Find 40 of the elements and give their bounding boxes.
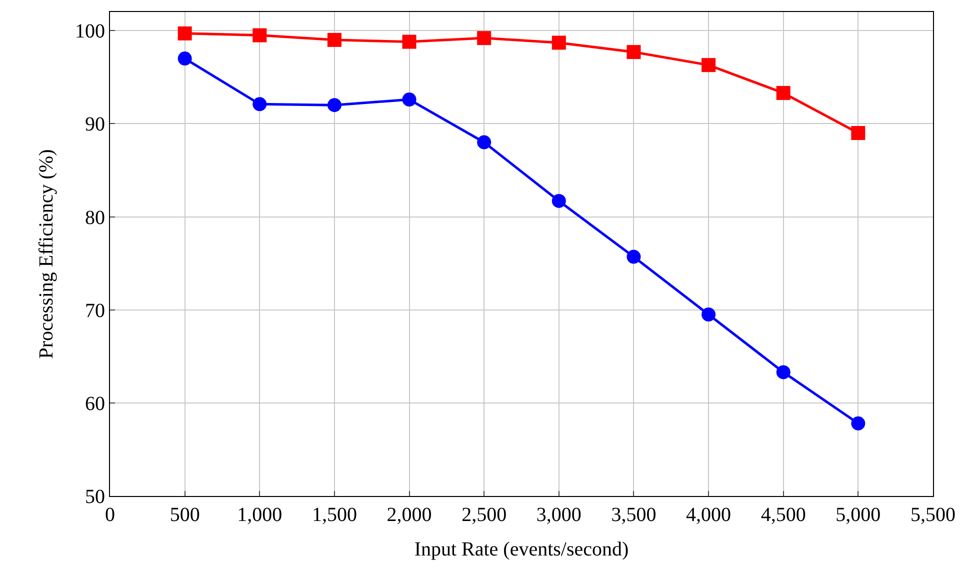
point <box>402 92 416 106</box>
x-tick-label: 2,500 <box>462 504 507 526</box>
x-tick-label: 4,000 <box>686 504 732 526</box>
point <box>851 416 866 430</box>
point <box>626 250 641 264</box>
x-tick-label: 3,500 <box>611 504 656 526</box>
x-tick-label: 1,500 <box>312 504 357 526</box>
x-tick-label: 500 <box>170 504 200 526</box>
y-tick-label: 50 <box>85 486 105 508</box>
point <box>402 34 416 49</box>
y-tick-label: 70 <box>85 300 105 322</box>
point <box>626 45 641 60</box>
y-tick-label: 60 <box>85 392 105 415</box>
x-tick-label: 2,000 <box>386 504 432 526</box>
point <box>851 126 866 140</box>
point <box>178 52 192 66</box>
y-tick-label: 100 <box>75 20 105 43</box>
point <box>702 58 716 72</box>
y-axis-title: Processing Efficiency (%) <box>36 149 58 359</box>
point <box>477 31 492 46</box>
x-tick-label: 5,000 <box>836 504 881 526</box>
x-axis-title: Input Rate (events/second) <box>414 538 629 560</box>
x-tick-label: 5,500 <box>910 504 956 526</box>
y-tick-label: 90 <box>85 114 105 136</box>
point <box>327 32 342 47</box>
x-tick-label: 0 <box>105 504 115 526</box>
x-tick-label: 3,000 <box>536 504 582 526</box>
point <box>552 36 566 50</box>
point <box>477 135 492 150</box>
point <box>776 365 790 380</box>
point <box>552 194 566 208</box>
x-tick-label: 1,000 <box>237 504 282 526</box>
point <box>178 26 192 40</box>
point <box>252 97 267 112</box>
point <box>702 308 716 322</box>
point <box>776 86 790 100</box>
x-tick-label: 4,500 <box>760 504 806 526</box>
y-tick-label: 80 <box>85 206 105 229</box>
point <box>327 98 342 112</box>
point <box>252 28 267 42</box>
